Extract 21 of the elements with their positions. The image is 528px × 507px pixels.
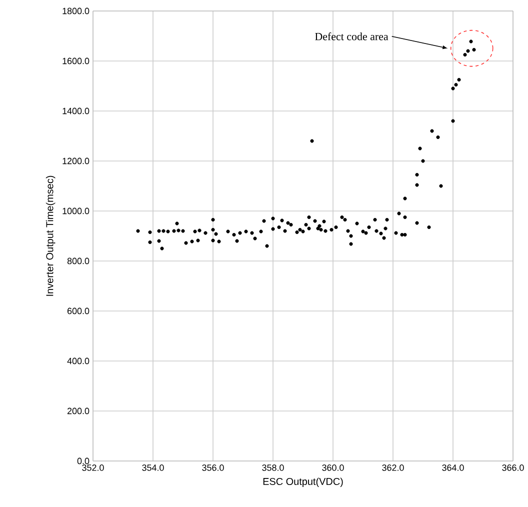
x-tick-label: 356.0 [202, 464, 224, 471]
y-tick-label: 1000.0 [62, 208, 90, 214]
y-tick-label: 1600.0 [62, 58, 90, 64]
y-tick-label: 1800.0 [62, 8, 90, 14]
x-tick-label: 364.0 [442, 464, 464, 471]
y-axis-title: Inverter Output Time(msec) [46, 176, 56, 296]
x-tick-label: 360.0 [322, 464, 344, 471]
x-tick-label: 354.0 [142, 464, 164, 471]
y-tick-label: 0.0 [77, 458, 90, 464]
x-tick-label: 362.0 [382, 464, 404, 471]
x-tick-label: 352.0 [82, 464, 104, 471]
x-axis-title: ESC Output(VDC) [263, 478, 343, 487]
y-tick-label: 400.0 [67, 358, 90, 364]
y-tick-label: 600.0 [68, 308, 90, 314]
y-tick-label: 1400.0 [62, 108, 90, 114]
x-tick-label: 366.0 [502, 464, 524, 471]
annotation: Defect code area [315, 32, 388, 40]
x-tick-label: 358.0 [262, 464, 284, 471]
y-tick-label: 800.0 [67, 258, 90, 264]
y-tick-label: 200.0 [68, 408, 90, 414]
y-tick-label: 1200.0 [62, 158, 90, 164]
